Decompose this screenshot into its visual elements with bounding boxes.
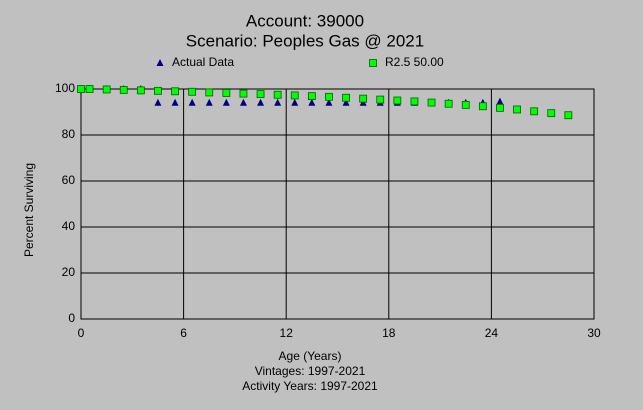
triangle-marker — [342, 98, 350, 106]
square-marker — [325, 92, 333, 101]
x-tick-label: 0 — [78, 326, 85, 340]
square-marker — [136, 86, 145, 95]
x-tick-label: 6 — [180, 326, 187, 340]
square-marker — [85, 85, 94, 93]
legend-marker — [369, 59, 377, 67]
square-marker — [239, 89, 248, 98]
x-tick-label: 24 — [485, 326, 499, 340]
triangle-marker — [239, 98, 247, 106]
triangle-marker — [222, 98, 230, 106]
x-tick-label: 18 — [382, 326, 396, 340]
triangle-marker — [308, 98, 316, 106]
x-note: Activity Years: 1997-2021 — [242, 379, 378, 393]
y-tick-label: 20 — [62, 265, 76, 279]
x-tick-label: 30 — [587, 326, 601, 340]
triangle-marker — [205, 98, 213, 106]
x-note: Vintages: 1997-2021 — [255, 364, 366, 378]
square-marker — [444, 99, 453, 108]
triangle-marker — [171, 98, 179, 106]
square-marker — [205, 88, 214, 97]
square-marker — [393, 96, 402, 105]
square-marker — [530, 107, 539, 116]
square-marker — [119, 86, 128, 94]
square-marker — [307, 92, 316, 101]
triangle-marker — [188, 98, 196, 106]
x-tick-label: 12 — [280, 326, 294, 340]
square-marker — [290, 91, 299, 100]
y-tick-label: 60 — [62, 173, 76, 187]
triangle-marker — [496, 97, 504, 105]
square-marker — [102, 85, 111, 94]
chart-title: Account: 39000 — [246, 11, 364, 30]
y-tick-label: 80 — [62, 127, 76, 141]
legend-label: R2.5 50.00 — [385, 55, 444, 69]
square-marker — [478, 102, 487, 111]
triangle-marker — [154, 98, 162, 106]
square-marker — [564, 111, 573, 120]
square-marker — [496, 103, 504, 112]
square-marker — [77, 85, 85, 93]
square-marker — [342, 93, 350, 102]
y-tick-label: 40 — [62, 219, 76, 233]
chart-subtitle: Scenario: Peoples Gas @ 2021 — [186, 31, 424, 50]
square-marker — [513, 105, 521, 114]
square-marker — [222, 89, 231, 97]
square-marker — [359, 94, 368, 103]
square-marker — [461, 100, 470, 109]
square-marker — [171, 87, 179, 96]
legend-marker — [156, 59, 164, 66]
triangle-marker — [291, 98, 299, 106]
square-marker — [154, 86, 162, 95]
y-tick-label: 0 — [68, 311, 75, 325]
square-marker — [273, 90, 282, 99]
y-axis-label: Percent Surviving — [22, 163, 36, 257]
legend-label: Actual Data — [172, 55, 234, 69]
square-marker — [410, 97, 419, 106]
square-marker — [376, 95, 385, 104]
y-tick-label: 100 — [55, 81, 75, 95]
triangle-marker — [274, 98, 282, 106]
square-marker — [427, 98, 436, 107]
triangle-marker — [325, 98, 333, 106]
x-axis-label: Age (Years) — [279, 349, 342, 363]
square-marker — [547, 109, 556, 118]
square-marker — [188, 87, 197, 96]
square-marker — [256, 90, 265, 98]
triangle-marker — [257, 98, 265, 106]
plot-area — [80, 88, 595, 320]
